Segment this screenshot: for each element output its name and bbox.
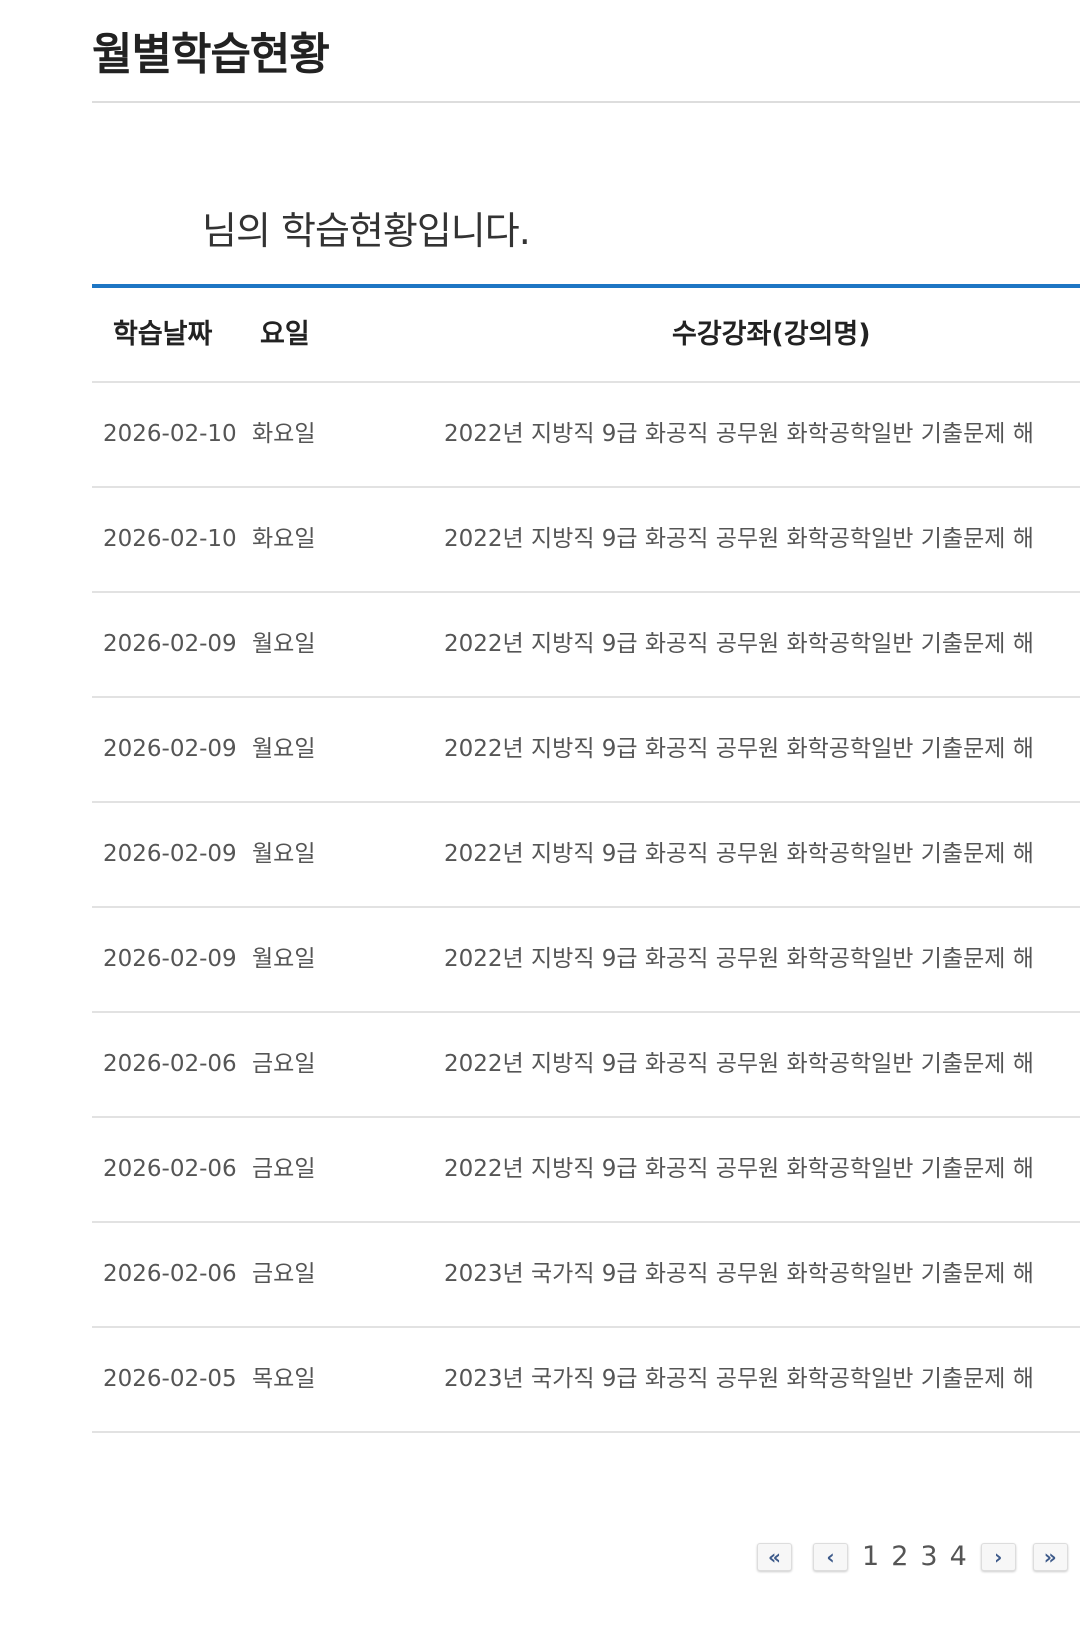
- row-day: 금요일: [252, 1051, 316, 1077]
- row-day: 월요일: [252, 736, 316, 762]
- row-date: 2026-02-06: [103, 1261, 237, 1287]
- row-course[interactable]: 2022년 지방직 9급 화공직 공무원 화학공학일반 기출문제 해: [444, 946, 1034, 972]
- title-divider: [92, 101, 1080, 103]
- row-date: 2026-02-09: [103, 841, 237, 867]
- page-2[interactable]: 2: [891, 1541, 909, 1572]
- header-course: 수강강좌(강의명): [672, 319, 871, 350]
- row-course[interactable]: 2022년 지방직 9급 화공직 공무원 화학공학일반 기출문제 해: [444, 421, 1034, 447]
- row-day: 월요일: [252, 841, 316, 867]
- row-day: 금요일: [252, 1261, 316, 1287]
- row-day: 화요일: [252, 526, 316, 552]
- row-course[interactable]: 2022년 지방직 9급 화공직 공무원 화학공학일반 기출문제 해: [444, 1051, 1034, 1077]
- table-row[interactable]: 2026-02-06 금요일 2022년 지방직 9급 화공직 공무원 화학공학일반…: [92, 1118, 1080, 1223]
- row-date: 2026-02-09: [103, 736, 237, 762]
- table-row[interactable]: 2026-02-09 월요일 2022년 지방직 9급 화공직 공무원 화학공학일반…: [92, 803, 1080, 908]
- double-chevron-left-icon[interactable]: «: [757, 1542, 792, 1571]
- table-row[interactable]: 2026-02-10 화요일 2022년 지방직 9급 화공직 공무원 화학공학일반…: [92, 488, 1080, 593]
- page-title: 월별학습현황: [92, 29, 330, 80]
- row-date: 2026-02-10: [103, 526, 237, 552]
- row-course[interactable]: 2022년 지방직 9급 화공직 공무원 화학공학일반 기출문제 해: [444, 736, 1034, 762]
- row-date: 2026-02-06: [103, 1051, 237, 1077]
- table-row[interactable]: 2026-02-09 월요일 2022년 지방직 9급 화공직 공무원 화학공학일반…: [92, 593, 1080, 698]
- table-row[interactable]: 2026-02-05 목요일 2023년 국가직 9급 화공직 공무원 화학공학일반…: [92, 1328, 1080, 1433]
- row-day: 금요일: [252, 1156, 316, 1182]
- page-1[interactable]: 1: [862, 1541, 880, 1572]
- row-course[interactable]: 2023년 국가직 9급 화공직 공무원 화학공학일반 기출문제 해: [444, 1366, 1034, 1392]
- study-table: 학습날짜 요일 수강강좌(강의명) 2026-02-10 화요일 2022년 지방직…: [92, 284, 1080, 1433]
- row-date: 2026-02-09: [103, 631, 237, 657]
- header-day: 요일: [260, 319, 310, 350]
- row-date: 2026-02-05: [103, 1366, 237, 1392]
- row-course[interactable]: 2022년 지방직 9급 화공직 공무원 화학공학일반 기출문제 해: [444, 631, 1034, 657]
- table-row[interactable]: 2026-02-09 월요일 2022년 지방직 9급 화공직 공무원 화학공학일반…: [92, 908, 1080, 1013]
- table-row[interactable]: 2026-02-09 월요일 2022년 지방직 9급 화공직 공무원 화학공학일반…: [92, 698, 1080, 803]
- table-header: 학습날짜 요일 수강강좌(강의명): [92, 288, 1080, 383]
- row-day: 화요일: [252, 421, 316, 447]
- page-4[interactable]: 4: [949, 1541, 967, 1572]
- chevron-left-icon[interactable]: ‹: [813, 1542, 848, 1571]
- table-row[interactable]: 2026-02-06 금요일 2022년 지방직 9급 화공직 공무원 화학공학일반…: [92, 1013, 1080, 1118]
- double-chevron-right-icon[interactable]: »: [1032, 1542, 1068, 1571]
- row-day: 목요일: [252, 1366, 316, 1392]
- row-course[interactable]: 2022년 지방직 9급 화공직 공무원 화학공학일반 기출문제 해: [444, 841, 1034, 867]
- header-date: 학습날짜: [113, 319, 213, 350]
- row-course[interactable]: 2023년 국가직 9급 화공직 공무원 화학공학일반 기출문제 해: [444, 1261, 1034, 1287]
- table-row[interactable]: 2026-02-06 금요일 2023년 국가직 9급 화공직 공무원 화학공학일반…: [92, 1223, 1080, 1328]
- row-day: 월요일: [252, 631, 316, 657]
- page-3[interactable]: 3: [920, 1541, 938, 1572]
- row-day: 월요일: [252, 946, 316, 972]
- row-date: 2026-02-06: [103, 1156, 237, 1182]
- table-row[interactable]: 2026-02-10 화요일 2022년 지방직 9급 화공직 공무원 화학공학일반…: [92, 383, 1080, 488]
- row-course[interactable]: 2022년 지방직 9급 화공직 공무원 화학공학일반 기출문제 해: [444, 526, 1034, 552]
- chevron-right-icon[interactable]: ›: [980, 1542, 1016, 1571]
- row-course[interactable]: 2022년 지방직 9급 화공직 공무원 화학공학일반 기출문제 해: [444, 1156, 1034, 1182]
- greeting-text: 님의 학습현황입니다.: [202, 209, 531, 253]
- row-date: 2026-02-09: [103, 946, 237, 972]
- row-date: 2026-02-10: [103, 421, 237, 447]
- pagination: « ‹ 1 2 3 4 › »: [757, 1541, 1068, 1572]
